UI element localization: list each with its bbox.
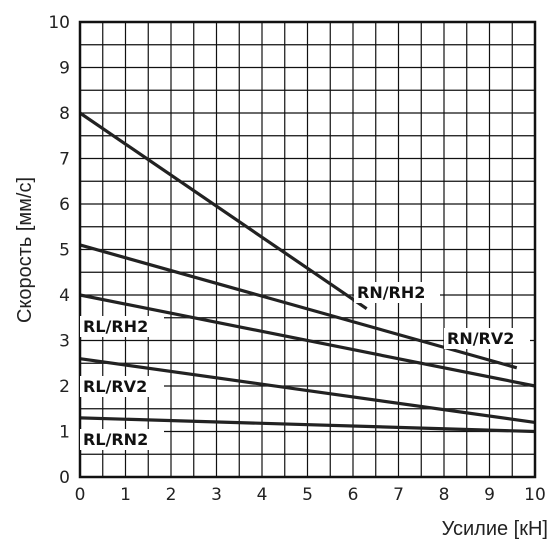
x-tick-label: 7 [393,485,404,505]
x-tick-label: 9 [484,485,495,505]
y-axis-title: Скорость [мм/с] [14,177,36,323]
x-tick-label: 8 [439,485,450,505]
x-axis-title: Усилие [кН] [442,518,548,540]
series-label-background [354,282,440,303]
series-label: RL/RH2 [83,317,148,336]
plot-frame [78,20,537,479]
y-tick-label: 7 [59,150,70,170]
x-tick-label: 10 [524,485,546,505]
y-tick-label: 9 [59,59,70,79]
series-line-rl-rn2 [79,416,536,434]
series-line-rl-rh2 [79,293,536,388]
y-tick-label: 2 [59,377,70,397]
series-labels: RN/RH2 RN/RV2 RL/RH2 RL/RV2 RL/RN2 [80,282,530,450]
x-tick-label: 2 [166,485,177,505]
x-tick-label: 5 [302,485,313,505]
x-tick-label: 1 [120,485,131,505]
series-label-background [80,376,164,397]
x-tick-labels: 0 1 2 3 4 5 6 7 8 9 10 [75,485,546,505]
y-tick-label: 1 [59,423,70,443]
y-tick-label: 5 [59,241,70,261]
x-tick-label: 6 [348,485,359,505]
y-tick-label: 0 [59,468,70,488]
series-label-background [444,328,530,349]
y-tick-label: 8 [59,104,70,124]
series-label: RN/RH2 [357,283,425,302]
y-tick-labels: 0 1 2 3 4 5 6 7 8 9 10 [48,13,70,488]
x-tick-label: 4 [257,485,268,505]
y-tick-label: 3 [59,332,70,352]
series-label: RL/RV2 [83,377,147,396]
x-tick-label: 0 [75,485,86,505]
series-label: RL/RN2 [83,430,148,449]
series-label-background [80,316,164,337]
x-tick-label: 3 [211,485,222,505]
series-label: RN/RV2 [447,329,514,348]
series-lines [79,111,536,434]
series-label-background [80,429,164,450]
y-tick-label: 4 [59,286,70,306]
grid [79,21,536,478]
y-tick-label: 6 [59,195,70,215]
y-tick-label: 10 [48,13,70,33]
series-line-rn-rh2 [79,111,368,310]
series-line-rl-rv2 [79,357,536,424]
